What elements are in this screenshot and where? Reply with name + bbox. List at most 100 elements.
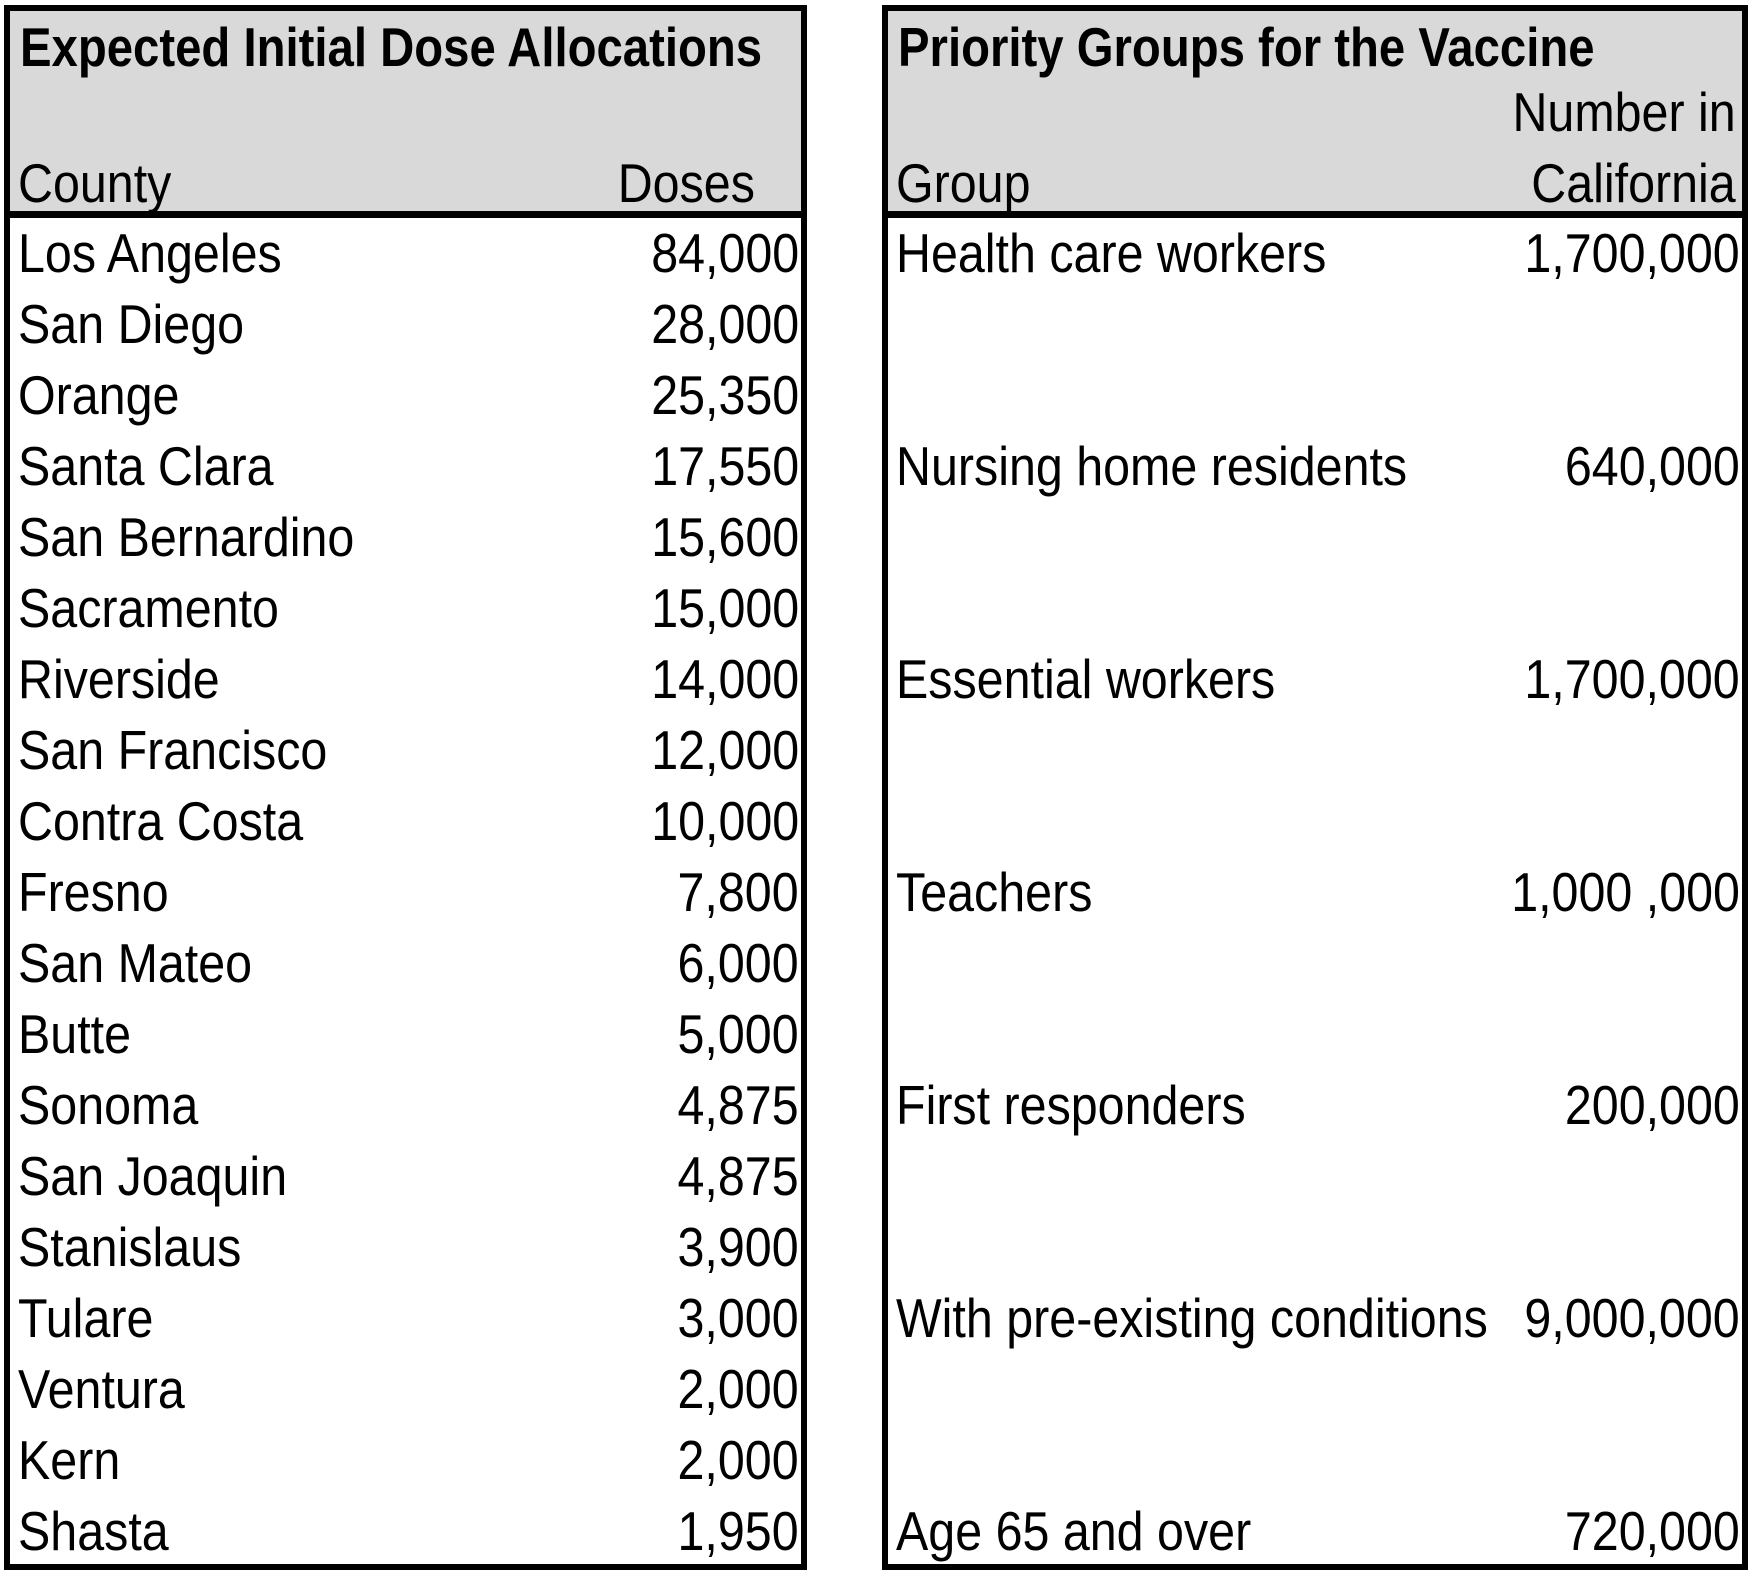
number-column-header: Number in California — [1513, 77, 1736, 219]
table-row: San Mateo 6,000 — [10, 928, 801, 999]
county-name: San Mateo — [18, 932, 253, 994]
group-count: 200,000 — [1565, 1074, 1740, 1136]
county-name: Riverside — [18, 648, 220, 710]
number-column-header-line2: California — [1531, 152, 1736, 214]
county-name: San Joaquin — [18, 1145, 288, 1207]
county-name: Ventura — [18, 1358, 185, 1420]
table-row: Santa Clara 17,550 — [10, 431, 801, 502]
table-row: Essential workers 1,700,000 — [888, 644, 1742, 715]
table-row: Health care workers 1,700,000 — [888, 218, 1742, 289]
dose-allocations-title: Expected Initial Dose Allocations — [20, 16, 763, 78]
table-row: Shasta 1,950 — [10, 1496, 801, 1567]
table-row: Sonoma 4,875 — [10, 1070, 801, 1141]
dose-count: 2,000 — [677, 1358, 799, 1420]
group-count: 1,000 ,000 — [1511, 861, 1740, 923]
number-column-header-line1: Number in — [1512, 81, 1736, 143]
dose-count: 2,000 — [677, 1429, 799, 1491]
county-name: Kern — [18, 1429, 121, 1491]
dose-count: 7,800 — [677, 861, 799, 923]
group-count: 720,000 — [1565, 1500, 1740, 1562]
table-row — [888, 999, 1742, 1070]
table-row — [888, 360, 1742, 431]
dose-count: 15,000 — [650, 577, 799, 639]
dose-count: 10,000 — [650, 790, 799, 852]
county-column-header: County — [18, 152, 172, 214]
priority-groups-header: Priority Groups for the Vaccine Group Nu… — [888, 11, 1742, 218]
group-name: Teachers — [896, 861, 1093, 923]
table-row: Age 65 and over 720,000 — [888, 1496, 1742, 1567]
group-name: With pre-existing conditions — [896, 1287, 1488, 1349]
dose-count: 3,900 — [677, 1216, 799, 1278]
dose-count: 15,600 — [650, 506, 799, 568]
dose-count: 17,550 — [650, 435, 799, 497]
dose-allocations-rows: Los Angeles 84,000 San Diego 28,000 Orange 25… — [10, 218, 801, 1567]
dose-count: 3,000 — [677, 1287, 799, 1349]
table-row: Butte 5,000 — [10, 999, 801, 1070]
table-row — [888, 502, 1742, 573]
table-row: Kern 2,000 — [10, 1425, 801, 1496]
county-name: Contra Costa — [18, 790, 304, 852]
county-name: San Bernardino — [18, 506, 355, 568]
dose-count: 4,875 — [677, 1145, 799, 1207]
table-row: Nursing home residents 640,000 — [888, 431, 1742, 502]
dose-count: 14,000 — [650, 648, 799, 710]
table-row: San Bernardino 15,600 — [10, 502, 801, 573]
table-row: Contra Costa 10,000 — [10, 786, 801, 857]
county-name: Tulare — [18, 1287, 154, 1349]
county-name: Orange — [18, 364, 180, 426]
priority-groups-rows: Health care workers 1,700,000 Nursing home… — [888, 218, 1742, 1567]
table-row: Fresno 7,800 — [10, 857, 801, 928]
dose-count: 5,000 — [677, 1003, 799, 1065]
dose-count: 84,000 — [650, 222, 799, 284]
county-name: San Francisco — [18, 719, 328, 781]
county-name: Stanislaus — [18, 1216, 242, 1278]
table-row: Sacramento 15,000 — [10, 573, 801, 644]
dose-count: 4,875 — [677, 1074, 799, 1136]
table-row — [888, 1354, 1742, 1425]
table-row: Orange 25,350 — [10, 360, 801, 431]
dose-count: 6,000 — [677, 932, 799, 994]
table-row — [888, 786, 1742, 857]
dose-count: 12,000 — [650, 719, 799, 781]
group-name: Health care workers — [896, 222, 1327, 284]
county-name: Fresno — [18, 861, 169, 923]
dose-count: 1,950 — [677, 1500, 799, 1562]
priority-groups-table: Priority Groups for the Vaccine Group Nu… — [882, 5, 1748, 1570]
group-name: Essential workers — [896, 648, 1276, 710]
county-name: Shasta — [18, 1500, 169, 1562]
group-name: First responders — [896, 1074, 1246, 1136]
table-row: Ventura 2,000 — [10, 1354, 801, 1425]
county-name: Los Angeles — [18, 222, 282, 284]
county-name: San Diego — [18, 293, 245, 355]
table-row — [888, 1425, 1742, 1496]
group-column-header: Group — [896, 152, 1031, 214]
table-row: San Joaquin 4,875 — [10, 1141, 801, 1212]
group-count: 640,000 — [1565, 435, 1740, 497]
table-row — [888, 928, 1742, 999]
group-name: Nursing home residents — [896, 435, 1408, 497]
dose-allocations-header: Expected Initial Dose Allocations County… — [10, 11, 801, 218]
table-row — [888, 1212, 1742, 1283]
doses-column-header: Doses — [617, 152, 755, 214]
dose-allocations-table: Expected Initial Dose Allocations County… — [4, 5, 807, 1570]
priority-groups-title: Priority Groups for the Vaccine — [898, 16, 1595, 78]
table-row: First responders 200,000 — [888, 1070, 1742, 1141]
dose-count: 28,000 — [650, 293, 799, 355]
table-row — [888, 1141, 1742, 1212]
county-name: Butte — [18, 1003, 132, 1065]
table-row: San Francisco 12,000 — [10, 715, 801, 786]
table-row — [888, 715, 1742, 786]
table-row: Teachers 1,000 ,000 — [888, 857, 1742, 928]
dose-count: 25,350 — [650, 364, 799, 426]
table-row: Tulare 3,000 — [10, 1283, 801, 1354]
table-row — [888, 573, 1742, 644]
group-count: 1,700,000 — [1524, 222, 1740, 284]
county-name: Sacramento — [18, 577, 279, 639]
table-row: San Diego 28,000 — [10, 289, 801, 360]
table-row: Stanislaus 3,900 — [10, 1212, 801, 1283]
table-row: With pre-existing conditions 9,000,000 — [888, 1283, 1742, 1354]
group-count: 9,000,000 — [1524, 1287, 1740, 1349]
county-name: Santa Clara — [18, 435, 274, 497]
group-name: Age 65 and over — [896, 1500, 1252, 1562]
table-row: Riverside 14,000 — [10, 644, 801, 715]
